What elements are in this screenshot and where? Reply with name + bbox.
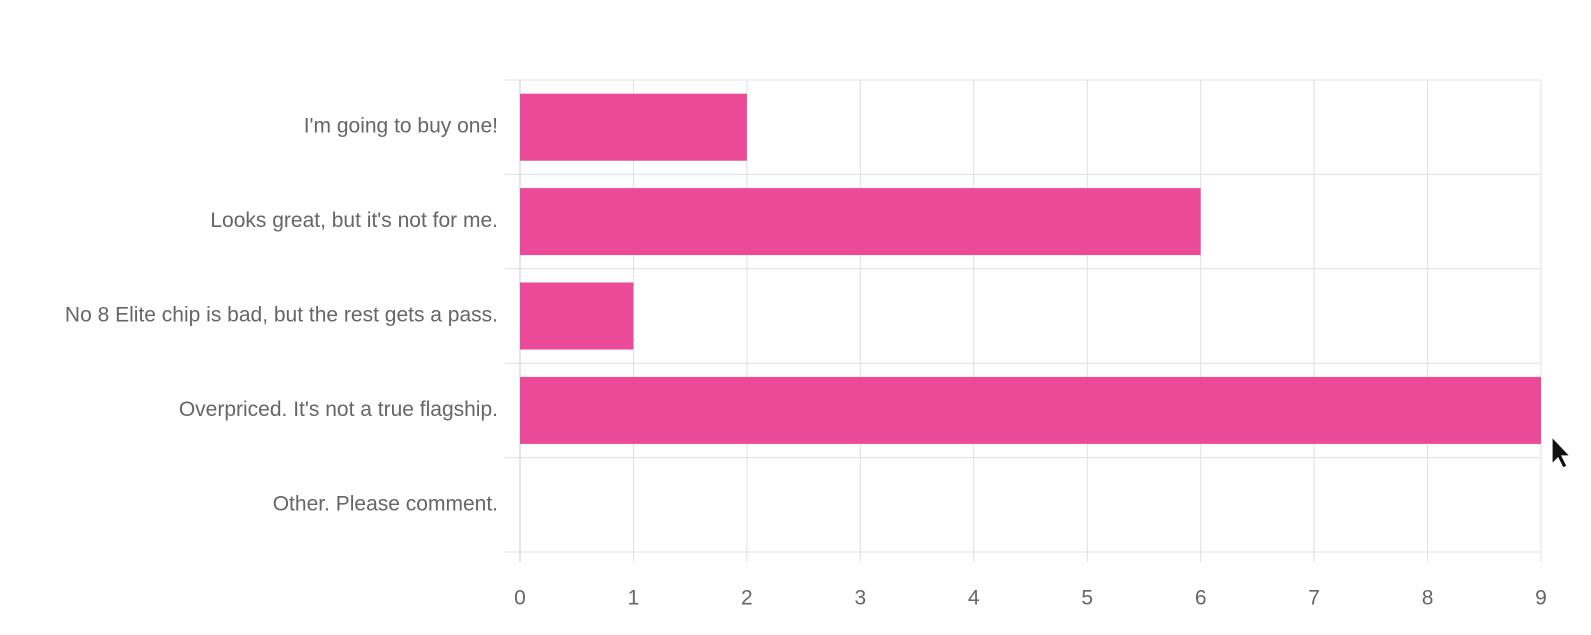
y-tick-label: Other. Please comment.	[273, 492, 498, 515]
x-tick-label: 5	[1081, 587, 1093, 610]
y-tick-label: Overpriced. It's not a true flagship.	[179, 398, 498, 421]
mouse-cursor	[1551, 435, 1572, 469]
x-tick-label: 9	[1535, 587, 1547, 610]
x-tick-label: 8	[1422, 587, 1434, 610]
y-tick-label: I'm going to buy one!	[304, 115, 498, 138]
x-tick-label: 0	[514, 587, 526, 610]
x-tick-label: 7	[1308, 587, 1320, 610]
bar	[520, 282, 634, 350]
x-tick-label: 6	[1195, 587, 1207, 610]
x-tick-label: 1	[628, 587, 640, 610]
x-tick-label: 4	[968, 587, 980, 610]
y-tick-label: No 8 Elite chip is bad, but the rest get…	[65, 304, 498, 327]
y-tick-label: Looks great, but it's not for me.	[210, 209, 498, 232]
bar	[520, 188, 1201, 256]
x-tick-label: 2	[741, 587, 753, 610]
bar	[520, 93, 747, 161]
bar	[520, 376, 1541, 444]
x-tick-label: 3	[854, 587, 866, 610]
